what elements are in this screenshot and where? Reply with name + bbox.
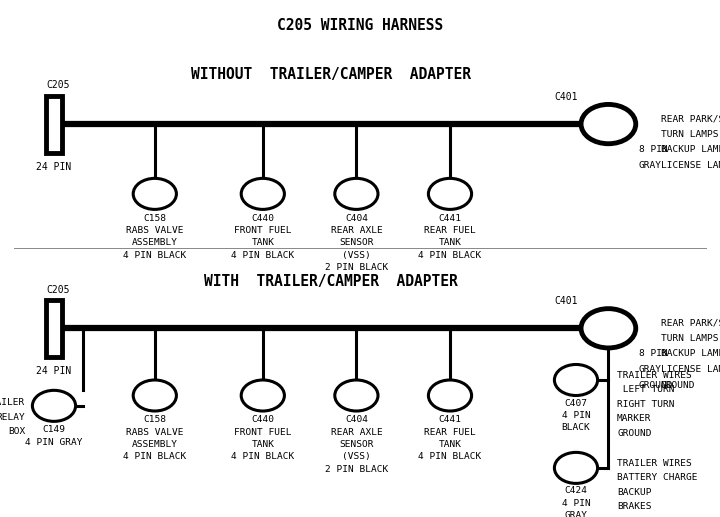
Text: RABS VALVE: RABS VALVE <box>126 226 184 235</box>
Text: BACKUP LAMPS: BACKUP LAMPS <box>661 145 720 154</box>
Circle shape <box>554 452 598 483</box>
Circle shape <box>428 178 472 209</box>
Text: C440: C440 <box>251 214 274 222</box>
Text: WITHOUT  TRAILER/CAMPER  ADAPTER: WITHOUT TRAILER/CAMPER ADAPTER <box>192 67 471 83</box>
Text: TRAILER WIRES: TRAILER WIRES <box>617 459 692 467</box>
Text: C149: C149 <box>42 425 66 434</box>
Text: LICENSE LAMPS: LICENSE LAMPS <box>661 161 720 170</box>
Text: REAR FUEL: REAR FUEL <box>424 428 476 436</box>
Text: (VSS): (VSS) <box>342 251 371 260</box>
Text: FRONT FUEL: FRONT FUEL <box>234 428 292 436</box>
Text: RIGHT TURN: RIGHT TURN <box>617 400 675 408</box>
Circle shape <box>133 380 176 411</box>
Text: REAR PARK/STOP: REAR PARK/STOP <box>661 114 720 123</box>
Text: FRONT FUEL: FRONT FUEL <box>234 226 292 235</box>
Circle shape <box>335 178 378 209</box>
Circle shape <box>241 380 284 411</box>
Circle shape <box>133 178 176 209</box>
Circle shape <box>428 380 472 411</box>
FancyBboxPatch shape <box>46 300 62 357</box>
Text: TRAILER: TRAILER <box>0 398 25 407</box>
Text: C404: C404 <box>345 214 368 222</box>
Text: ASSEMBLY: ASSEMBLY <box>132 238 178 247</box>
Text: C158: C158 <box>143 214 166 222</box>
Text: 4 PIN: 4 PIN <box>562 411 590 420</box>
Text: 2 PIN BLACK: 2 PIN BLACK <box>325 263 388 272</box>
Text: C158: C158 <box>143 415 166 424</box>
Text: 24 PIN: 24 PIN <box>37 366 71 376</box>
Text: 24 PIN: 24 PIN <box>37 162 71 172</box>
Text: TANK: TANK <box>251 440 274 449</box>
Text: 4 PIN BLACK: 4 PIN BLACK <box>231 452 294 461</box>
Text: (VSS): (VSS) <box>342 452 371 461</box>
Text: SENSOR: SENSOR <box>339 440 374 449</box>
Text: 4 PIN BLACK: 4 PIN BLACK <box>418 251 482 260</box>
Text: C401: C401 <box>554 92 577 102</box>
Text: RABS VALVE: RABS VALVE <box>126 428 184 436</box>
Text: RELAY: RELAY <box>0 413 25 421</box>
Text: 4 PIN GRAY: 4 PIN GRAY <box>25 438 83 447</box>
Text: TURN LAMPS: TURN LAMPS <box>661 334 719 343</box>
Text: MARKER: MARKER <box>617 414 652 423</box>
Text: BRAKES: BRAKES <box>617 502 652 511</box>
Text: 4 PIN BLACK: 4 PIN BLACK <box>123 251 186 260</box>
Text: REAR AXLE: REAR AXLE <box>330 428 382 436</box>
Text: REAR PARK/STOP: REAR PARK/STOP <box>661 318 720 327</box>
Circle shape <box>554 364 598 396</box>
Circle shape <box>32 390 76 421</box>
Text: SENSOR: SENSOR <box>339 238 374 247</box>
FancyBboxPatch shape <box>46 96 62 153</box>
Text: GROUND: GROUND <box>617 429 652 437</box>
Text: C205: C205 <box>46 285 70 295</box>
Text: 4 PIN BLACK: 4 PIN BLACK <box>231 251 294 260</box>
Text: TANK: TANK <box>438 238 462 247</box>
Text: WITH  TRAILER/CAMPER  ADAPTER: WITH TRAILER/CAMPER ADAPTER <box>204 274 458 290</box>
Text: BATTERY CHARGE: BATTERY CHARGE <box>617 473 698 482</box>
Text: C407: C407 <box>564 399 588 407</box>
Text: C205 WIRING HARNESS: C205 WIRING HARNESS <box>277 18 443 33</box>
Text: GROUND: GROUND <box>639 381 673 389</box>
Text: C205: C205 <box>46 81 70 90</box>
Circle shape <box>335 380 378 411</box>
Text: 4 PIN BLACK: 4 PIN BLACK <box>123 452 186 461</box>
Text: LICENSE LAMPS: LICENSE LAMPS <box>661 365 720 374</box>
Text: TANK: TANK <box>251 238 274 247</box>
Text: TANK: TANK <box>438 440 462 449</box>
Text: C441: C441 <box>438 214 462 222</box>
Text: REAR FUEL: REAR FUEL <box>424 226 476 235</box>
Text: BLACK: BLACK <box>562 423 590 432</box>
Text: TRAILER WIRES: TRAILER WIRES <box>617 371 692 379</box>
Text: 4 PIN BLACK: 4 PIN BLACK <box>418 452 482 461</box>
Circle shape <box>581 309 636 348</box>
Circle shape <box>241 178 284 209</box>
Text: GRAY: GRAY <box>639 161 662 170</box>
Text: C401: C401 <box>554 296 577 306</box>
Text: REAR AXLE: REAR AXLE <box>330 226 382 235</box>
Text: C441: C441 <box>438 415 462 424</box>
Text: C440: C440 <box>251 415 274 424</box>
Text: C424: C424 <box>564 486 588 495</box>
Text: LEFT TURN: LEFT TURN <box>617 385 675 394</box>
Text: GROUND: GROUND <box>661 381 696 389</box>
Text: BACKUP LAMPS: BACKUP LAMPS <box>661 349 720 358</box>
Text: BOX: BOX <box>8 427 25 436</box>
Text: C404: C404 <box>345 415 368 424</box>
Circle shape <box>581 104 636 144</box>
Text: ASSEMBLY: ASSEMBLY <box>132 440 178 449</box>
Text: 4 PIN: 4 PIN <box>562 499 590 508</box>
Text: 8 PIN: 8 PIN <box>639 145 667 154</box>
Text: TURN LAMPS: TURN LAMPS <box>661 130 719 139</box>
Text: BACKUP: BACKUP <box>617 488 652 496</box>
Text: GRAY: GRAY <box>639 365 662 374</box>
Text: 8 PIN: 8 PIN <box>639 349 667 358</box>
Text: 2 PIN BLACK: 2 PIN BLACK <box>325 465 388 474</box>
Text: GRAY: GRAY <box>564 511 588 517</box>
